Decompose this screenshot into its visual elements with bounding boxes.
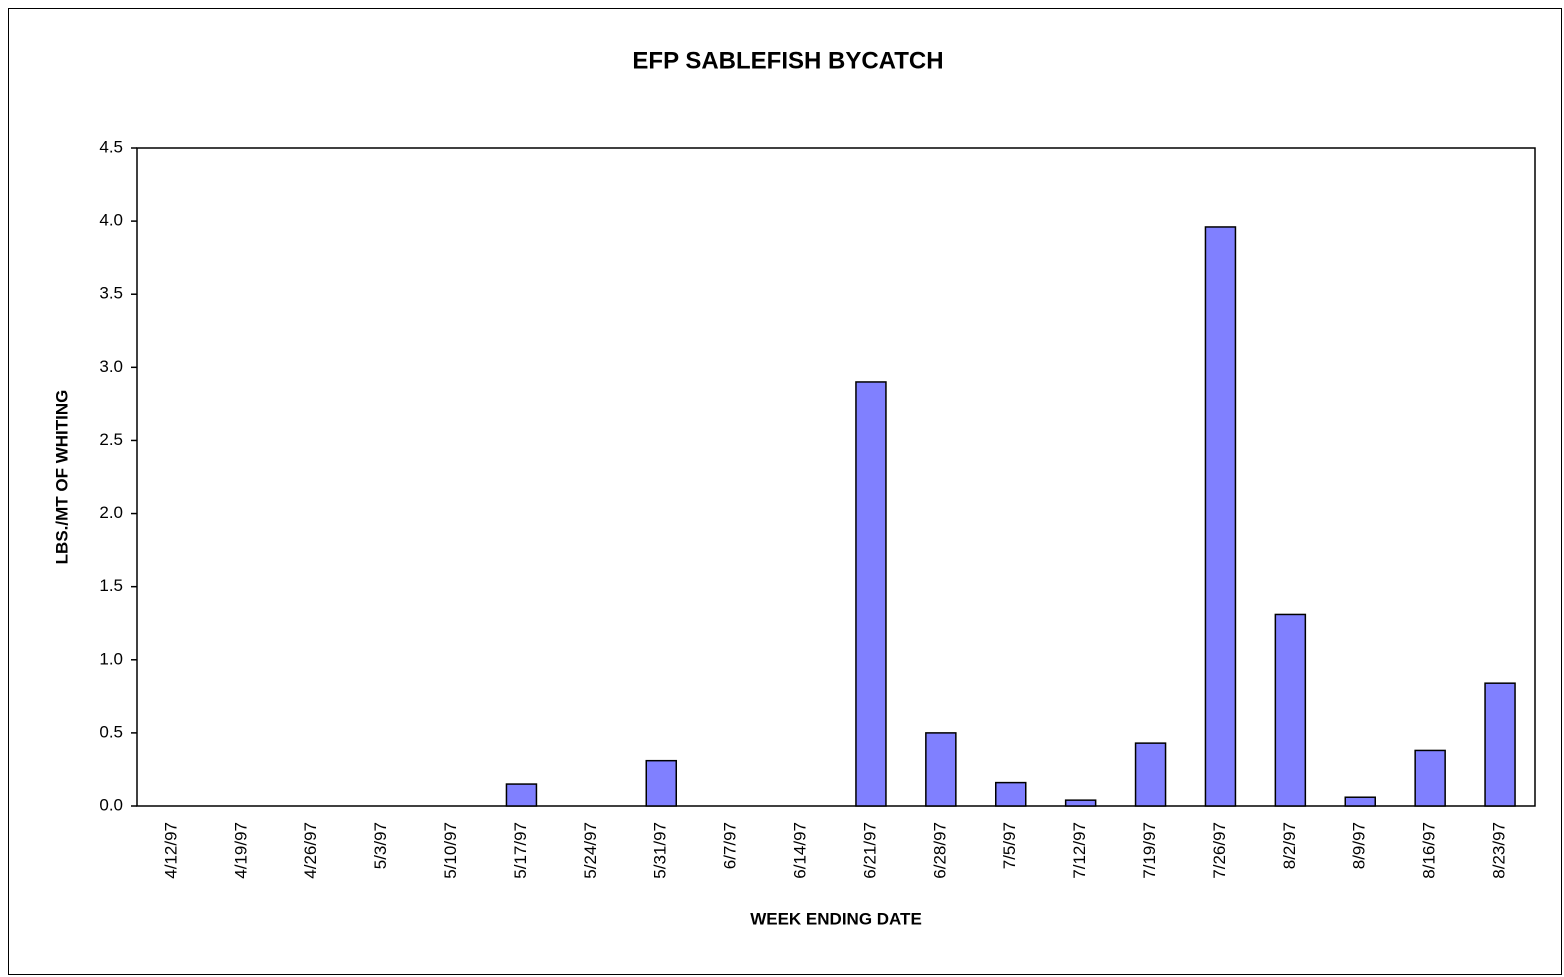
x-tick-label: 7/26/97 <box>1210 822 1229 879</box>
bar <box>1414 749 1446 807</box>
y-tick-label: 3.0 <box>99 357 123 376</box>
x-tick-label: 5/3/97 <box>371 822 390 869</box>
x-axis-label: WEEK ENDING DATE <box>750 909 922 928</box>
y-tick-label: 2.5 <box>99 430 123 449</box>
y-axis-label: LBS./MT OF WHITING <box>52 390 71 565</box>
y-tick-label: 2.0 <box>99 503 123 522</box>
y-tick-label: 4.5 <box>99 137 123 156</box>
bar <box>995 781 1027 807</box>
bar <box>1484 682 1516 807</box>
bar <box>1134 742 1167 807</box>
y-tick-label: 0.0 <box>99 795 123 814</box>
y-tick-label: 0.5 <box>99 722 123 741</box>
x-tick-label: 6/28/97 <box>930 822 949 879</box>
x-tick-label: 5/24/97 <box>581 822 600 879</box>
x-tick-label: 5/17/97 <box>511 822 530 879</box>
x-tick-label: 8/9/97 <box>1350 822 1369 869</box>
x-tick-label: 6/14/97 <box>791 822 810 879</box>
x-tick-label: 4/19/97 <box>231 822 250 879</box>
bar <box>1344 796 1376 807</box>
y-tick-label: 4.0 <box>99 211 123 230</box>
bar <box>505 783 538 807</box>
x-tick-label: 6/7/97 <box>721 822 740 869</box>
bar <box>1274 613 1307 807</box>
bar <box>925 732 957 807</box>
x-tick-label: 8/2/97 <box>1280 822 1299 869</box>
bar <box>1204 226 1237 807</box>
x-tick-label: 6/21/97 <box>860 822 879 879</box>
x-tick-label: 4/26/97 <box>301 822 320 879</box>
y-tick-label: 3.5 <box>99 284 123 303</box>
chart-border <box>8 8 1562 975</box>
x-tick-label: 7/19/97 <box>1140 822 1159 879</box>
chart-title: EFP SABLEFISH BYCATCH <box>632 47 943 74</box>
x-tick-label: 5/31/97 <box>651 822 670 879</box>
x-tick-label: 8/16/97 <box>1420 822 1439 879</box>
x-tick-label: 7/5/97 <box>1000 822 1019 869</box>
bar <box>1064 799 1097 807</box>
y-tick-label: 1.0 <box>99 649 123 668</box>
x-tick-label: 4/12/97 <box>161 822 180 879</box>
plot-area <box>136 147 1536 807</box>
x-tick-label: 7/12/97 <box>1070 822 1089 879</box>
bar <box>855 381 887 807</box>
bar <box>645 759 677 807</box>
y-tick-label: 1.5 <box>99 576 123 595</box>
x-tick-label: 5/10/97 <box>441 822 460 879</box>
x-tick-label: 8/23/97 <box>1490 822 1509 879</box>
